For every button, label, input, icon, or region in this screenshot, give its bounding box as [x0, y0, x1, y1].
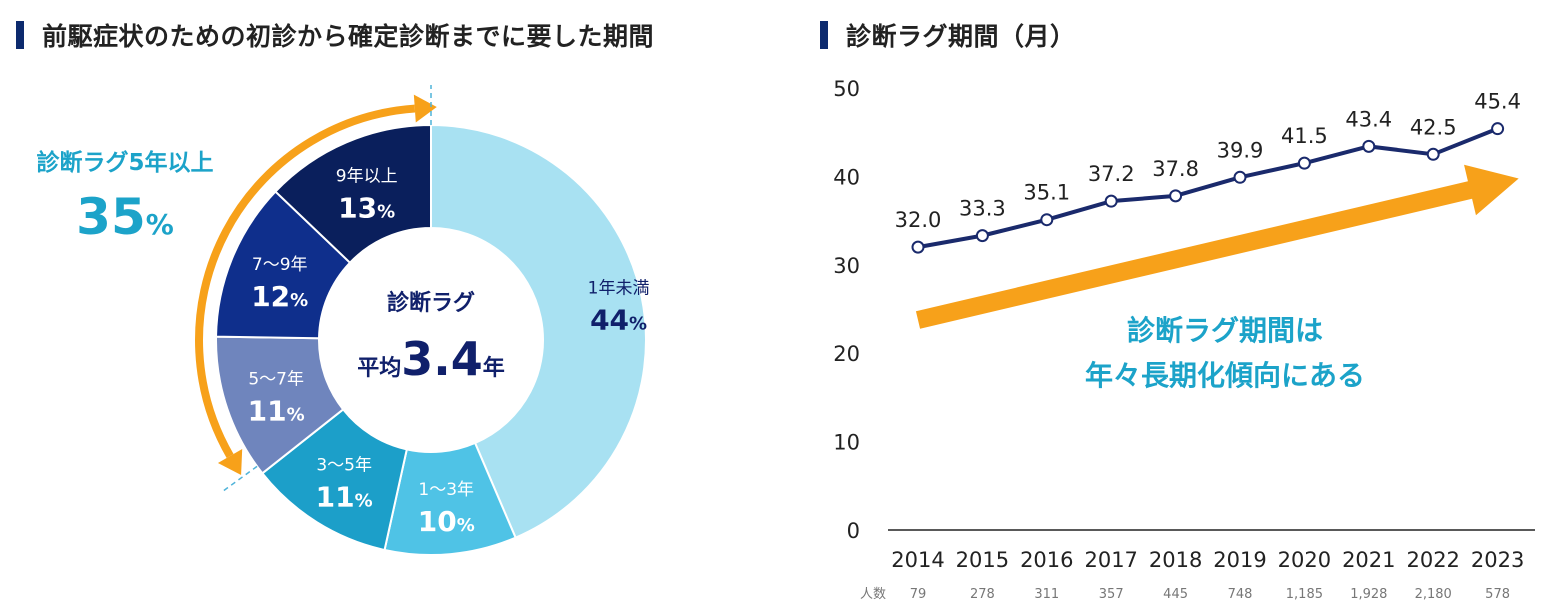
left-panel-title: 前駆症状のための初診から確定診断までに要した期間	[16, 18, 654, 52]
count-label: 1,185	[1286, 587, 1323, 602]
data-point	[1040, 213, 1054, 227]
slice-value: 11%	[248, 394, 305, 427]
count-label: 445	[1163, 587, 1188, 602]
data-point	[1297, 156, 1311, 170]
count-label: 578	[1485, 587, 1510, 602]
center-prefix: 平均	[357, 355, 401, 381]
slice-label: 9年以上	[336, 167, 398, 187]
x-tick-label: 2015	[956, 548, 1009, 572]
data-label: 32.0	[895, 208, 942, 232]
callout-label: 診断ラグ5年以上	[36, 149, 213, 176]
slice-label: 1年未満	[588, 279, 650, 299]
center-suffix: 年	[483, 355, 505, 381]
data-point	[1362, 139, 1376, 153]
data-label: 33.3	[959, 197, 1006, 221]
donut-center-value: 平均3.4年	[357, 332, 505, 386]
line-chart: 0 10 20 30 40 50 2014 2015 2016 2017 2018 2019 2020…	[833, 77, 1535, 602]
data-point	[1491, 122, 1505, 136]
y-tick-label: 10	[833, 431, 860, 455]
line-chart-title: 診断ラグ期間（月）	[846, 22, 1076, 51]
y-tick-label: 30	[833, 254, 860, 278]
slice-label: 3〜5年	[316, 456, 372, 476]
y-tick-label: 0	[847, 519, 860, 543]
slice-value: 12%	[251, 280, 308, 313]
data-label: 42.5	[1410, 115, 1457, 139]
data-label: 41.5	[1281, 124, 1328, 148]
count-label: 278	[970, 587, 995, 602]
slice-value: 13%	[338, 192, 395, 225]
x-tick-label: 2020	[1278, 548, 1331, 572]
count-label: 748	[1228, 587, 1253, 602]
right-panel-title: 診断ラグ期間（月）	[820, 18, 1076, 52]
vertical-bar-icon	[16, 21, 24, 49]
data-label: 43.4	[1345, 107, 1392, 131]
slice-value: 10%	[418, 505, 475, 538]
x-tick-label: 2019	[1213, 548, 1266, 572]
x-tick-label: 2022	[1406, 548, 1459, 572]
annotation-line-2: 年々長期化傾向にある	[1085, 359, 1365, 392]
x-tick-label: 2018	[1149, 548, 1202, 572]
annotation-line-1: 診断ラグ期間は	[1127, 314, 1323, 347]
data-label: 45.4	[1474, 90, 1521, 114]
data-label: 37.8	[1152, 157, 1199, 181]
y-tick-label: 50	[833, 77, 860, 101]
slice-label: 1〜3年	[418, 480, 474, 500]
donut-chart-title: 前駆症状のための初診から確定診断までに要した期間	[42, 22, 655, 51]
data-point	[1104, 194, 1118, 208]
x-tick-label: 2021	[1342, 548, 1395, 572]
count-label: 357	[1099, 587, 1124, 602]
data-point	[1426, 147, 1440, 161]
x-tick-label: 2017	[1084, 548, 1137, 572]
count-label: 1,928	[1350, 587, 1387, 602]
center-number: 3.4	[401, 332, 483, 386]
data-point	[911, 240, 925, 254]
count-label: 2,180	[1415, 587, 1452, 602]
data-point	[1233, 170, 1247, 184]
donut-slice	[430, 123, 647, 539]
y-tick-label: 20	[833, 342, 860, 366]
x-tick-label: 2023	[1471, 548, 1524, 572]
right-trend-arrow-icon	[915, 164, 1519, 329]
data-point	[975, 229, 989, 243]
x-tick-label: 2014	[891, 548, 944, 572]
slice-value: 11%	[316, 481, 373, 514]
donut-slice	[274, 123, 432, 265]
count-label: 79	[910, 587, 927, 602]
vertical-bar-icon	[820, 21, 828, 49]
callout-value: 35%	[76, 188, 174, 246]
slice-label: 5〜7年	[248, 369, 304, 389]
donut-center-label: 診断ラグ	[387, 290, 475, 316]
callout-number: 35	[76, 188, 146, 246]
callout-unit: %	[146, 208, 174, 241]
count-label: 311	[1034, 587, 1059, 602]
data-point	[1169, 189, 1183, 203]
y-tick-label: 40	[833, 165, 860, 189]
data-label: 35.1	[1023, 181, 1070, 205]
x-tick-label: 2016	[1020, 548, 1073, 572]
data-label: 37.2	[1088, 162, 1135, 186]
slice-value: 44%	[590, 304, 647, 337]
slice-label: 7〜9年	[252, 255, 308, 275]
data-label: 39.9	[1217, 138, 1264, 162]
curved-double-arrow-icon	[195, 85, 437, 494]
series-line	[917, 126, 1499, 250]
donut-chart: 1年未満 44% 1〜3年 10% 3〜5年 11% 5〜7年 11% 7〜9年 12% 9年以上 1…	[215, 123, 650, 556]
counts-label: 人数	[860, 587, 886, 602]
